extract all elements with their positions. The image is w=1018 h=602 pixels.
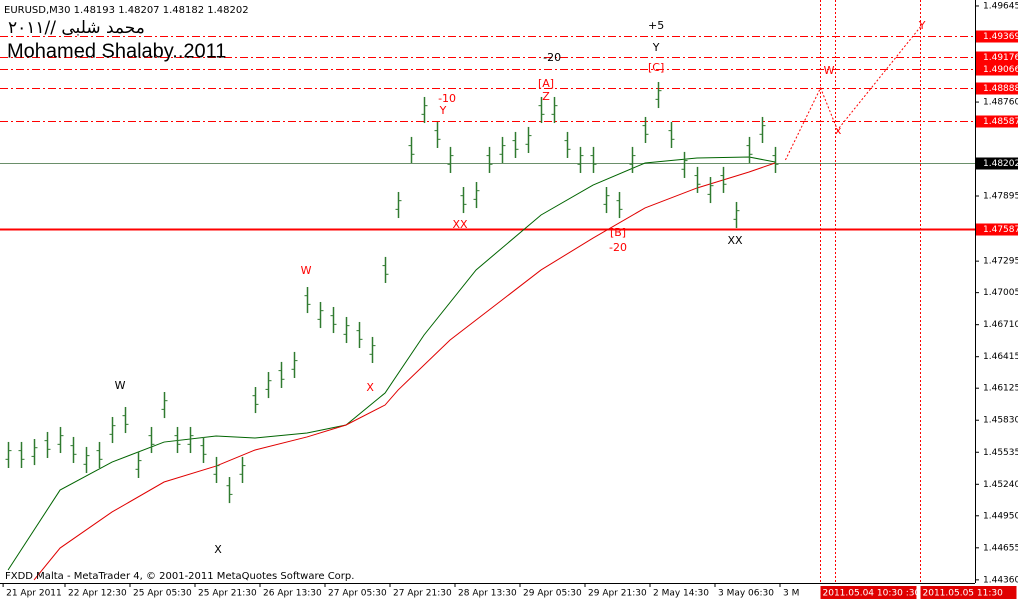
- price-level-label: 1.49066: [983, 65, 1018, 75]
- wave-label: W: [115, 379, 126, 392]
- x-tick-label: 22 Apr 12:30: [68, 589, 127, 599]
- y-tick-label: 1.46415: [983, 352, 1018, 362]
- wave-label: X: [214, 543, 222, 556]
- x-tick-label: 28 Apr 13:30: [458, 589, 517, 599]
- time-label-box: [820, 586, 917, 599]
- y-tick-label: 1.47895: [983, 191, 1018, 201]
- price-level-label: 1.48587: [983, 117, 1018, 127]
- wave-label: Z: [542, 90, 550, 103]
- price-level-label: 1.48202: [983, 159, 1018, 169]
- y-tick-label: 1.44655: [983, 543, 1018, 553]
- footer: FXDD Malta - MetaTrader 4, © 2001-2011 M…: [5, 571, 354, 582]
- wave-label: W: [301, 264, 312, 277]
- wave-label: Y: [652, 41, 660, 54]
- x-tick-label: 3 M: [783, 589, 799, 599]
- y-tick-label: 1.48760: [983, 98, 1018, 108]
- wave-label: +5: [648, 19, 664, 32]
- price-level-label: 1.47587: [983, 225, 1018, 235]
- wave-label: XX: [453, 218, 469, 231]
- price-level-box: [976, 63, 1018, 76]
- x-tick-label: 27 Apr 21:30: [393, 589, 452, 599]
- wave-label: -20: [543, 51, 561, 64]
- price-level-box: [976, 115, 1018, 128]
- wave-label: W: [824, 64, 835, 77]
- author: Mohamed Shalaby..2011: [7, 40, 226, 62]
- wave-label: X: [366, 381, 374, 394]
- y-tick-label: 1.45535: [983, 448, 1018, 458]
- x-tick-label: 21 Apr 2011: [6, 589, 62, 599]
- x-tick-label: 29 Apr 05:30: [523, 589, 582, 599]
- x-tick-label: 25 Apr 05:30: [133, 589, 192, 599]
- x-tick-label: 2 May 14:30: [653, 589, 709, 599]
- time-label-box: [920, 586, 1017, 599]
- price-level-box: [976, 82, 1018, 95]
- wave-label: -20: [609, 241, 627, 254]
- wave-label: -10: [438, 92, 456, 105]
- wave-label: [B]: [610, 226, 626, 239]
- price-level-label: 1.49176: [983, 53, 1018, 63]
- projection: [785, 24, 923, 161]
- wave-label: x: [835, 124, 842, 137]
- price-level-box: [976, 51, 1018, 64]
- y-tick-label: 1.46710: [983, 320, 1018, 330]
- x-tick-label: 26 Apr 13:30: [263, 589, 322, 599]
- price-level-box: [976, 30, 1018, 43]
- y-tick-label: 1.49645: [983, 1, 1018, 11]
- symbol-info: EURUSD,M30 1.48193 1.48207 1.48182 1.482…: [4, 5, 249, 16]
- moving-average: [7, 156, 776, 571]
- time-label: 2011.05.04 10:30 :30: [823, 589, 921, 599]
- wave-label: [A]: [538, 77, 554, 90]
- wave-label: Y: [439, 104, 447, 117]
- y-tick-label: 1.44950: [983, 511, 1018, 521]
- x-tick-label: 27 Apr 05:30: [328, 589, 387, 599]
- y-tick-label: 1.47295: [983, 257, 1018, 267]
- y-tick-label: 1.45830: [983, 416, 1018, 426]
- moving-average: [33, 162, 776, 581]
- price-level-box: [976, 223, 1018, 236]
- time-label: 2011.05.05 11:30: [923, 589, 1004, 599]
- x-tick-label: 25 Apr 21:30: [198, 589, 257, 599]
- y-tick-label: 1.44360: [983, 575, 1018, 585]
- y-tick-label: 1.46125: [983, 384, 1018, 394]
- wave-label: [C]: [648, 61, 664, 74]
- wave-label: XX: [727, 234, 743, 247]
- arabic-signature: محمد شلبى //٢٠١١: [8, 18, 145, 38]
- wave-label: Y: [918, 19, 926, 32]
- x-tick-label: 3 May 06:30: [718, 589, 774, 599]
- y-tick-label: 1.45240: [983, 480, 1018, 490]
- x-tick-label: 29 Apr 21:30: [588, 589, 647, 599]
- y-tick-label: 1.47005: [983, 288, 1018, 298]
- price-level-box: [976, 157, 1018, 170]
- price-level-label: 1.49369: [983, 32, 1018, 42]
- price-level-label: 1.48888: [983, 84, 1018, 94]
